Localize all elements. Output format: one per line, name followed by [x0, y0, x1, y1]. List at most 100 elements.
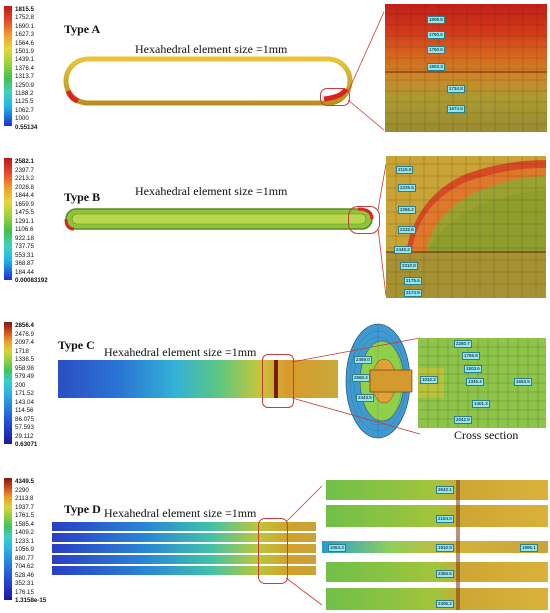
legend-colorbar — [4, 478, 12, 600]
strand — [52, 533, 316, 543]
legend-value: 2097.4 — [15, 339, 34, 346]
value-tag: 2560.4 — [352, 374, 370, 382]
legend-value: 579.49 — [15, 373, 34, 380]
legend-value: 86.075 — [15, 415, 34, 423]
legend-value: 1659.9 — [15, 200, 34, 208]
value-tag: 2642.1 — [436, 486, 454, 494]
element-size-label: Hexahedral element size =1mm — [104, 345, 257, 359]
strand — [52, 544, 316, 554]
legend-value: 1106.6 — [15, 226, 34, 233]
legend-value: 1761.5 — [15, 512, 34, 519]
legend-value: 2582.1 — [15, 158, 34, 165]
value-tag: 2174.9 — [404, 289, 422, 297]
legend-value: 1.3158e-15 — [15, 597, 47, 604]
legend-value: 2476.9 — [15, 330, 34, 338]
element-size-label: Hexahedral element size =1mm — [104, 506, 257, 520]
strand — [52, 555, 316, 565]
value-tag: 2115.0 — [396, 166, 414, 174]
value-tag: 2250.7 — [454, 340, 472, 348]
legend-value: 880.77 — [15, 554, 34, 562]
strand — [52, 566, 316, 575]
legend-value: 922.18 — [15, 234, 34, 242]
strand — [52, 522, 316, 532]
callout-box — [262, 354, 294, 408]
legend-colorbar — [4, 158, 12, 280]
detail-view-b: 2115.0 2235.6 2256.2 2232.6 2446.2 2310.… — [386, 156, 546, 298]
strand-stack-model-d — [52, 522, 316, 578]
value-tag: 1734.8 — [447, 85, 465, 93]
legend-value: 528.46 — [15, 571, 34, 579]
callout-line — [347, 11, 385, 131]
legend-value: 1718 — [15, 347, 29, 355]
cylinder-model-c — [58, 360, 338, 398]
legend-value: 1291.1 — [15, 217, 34, 225]
legend-value: 1188.2 — [15, 90, 34, 97]
type-label: Type C — [58, 338, 95, 352]
legend-value: 1250.9 — [15, 81, 34, 89]
legend-value: 1313.7 — [15, 73, 34, 81]
hot-band — [456, 480, 460, 610]
value-tag: 2042.8 — [454, 416, 472, 424]
element-size-label: Hexahedral element size =1mm — [135, 184, 288, 198]
detail-view-d: 2642.1 2194.0 1064.3 1910.9 1995.1 2356.… — [322, 478, 548, 610]
callout-box — [258, 518, 288, 584]
value-tag: 1803.3 — [427, 63, 445, 71]
legend-type-b: 2582.1 2397.7 2213.2 2028.8 1844.4 1659.… — [4, 158, 76, 288]
legend-value: 1376.4 — [15, 64, 34, 72]
value-tag: 1653.5 — [514, 378, 532, 386]
cross-section-caption: Cross section — [454, 428, 519, 442]
legend-value: 2213.2 — [15, 175, 34, 182]
legend-value: 737.75 — [15, 243, 34, 250]
value-tag: 2310.8 — [400, 262, 418, 270]
legend-value: 184.44 — [15, 268, 34, 276]
legend-value: 1409.2 — [15, 529, 34, 536]
value-tag: 1503.6 — [464, 365, 482, 373]
legend-value: 368.87 — [15, 260, 34, 267]
panel-type-c: 2856.4 2476.9 2097.4 1718 1338.5 958.98 … — [0, 318, 550, 458]
callout-box — [348, 206, 380, 234]
legend-value: 1937.7 — [15, 503, 34, 511]
element-size-label: Hexahedral element size =1mm — [135, 42, 288, 56]
value-tag: 2235.6 — [398, 184, 416, 192]
legend-value: 0.63071 — [15, 441, 38, 448]
legend-value: 1815.5 — [15, 6, 34, 13]
strand-detail — [322, 541, 548, 553]
value-tag: 2194.0 — [436, 515, 454, 523]
value-tag: 2469.0 — [354, 356, 372, 364]
legend-value: 200 — [15, 381, 26, 389]
type-label: Type B — [64, 190, 101, 204]
value-tag: 2175.6 — [404, 277, 422, 285]
callout-box — [320, 88, 350, 106]
panel-type-a: 1815.5 1752.8 1690.1 1627.3 1564.6 1501.… — [0, 0, 550, 140]
cross-section-disc — [345, 323, 413, 439]
value-tag: 1766.8 — [462, 352, 480, 360]
strand-detail — [326, 588, 548, 610]
legend-value: 1056.9 — [15, 546, 34, 553]
legend-value: 1844.4 — [15, 192, 34, 199]
value-tag: 2256.2 — [398, 206, 416, 214]
value-tag: 1790.6 — [427, 31, 445, 39]
legend-value: 1564.6 — [15, 39, 34, 47]
panel-type-d: 4349.5 2290 2113.8 1937.7 1761.5 1585.4 … — [0, 474, 550, 612]
legend-value: 1125.5 — [15, 98, 34, 106]
legend-value: 2397.7 — [15, 166, 34, 174]
legend-value: 1439.1 — [15, 56, 34, 64]
value-tag: 1064.3 — [328, 544, 346, 552]
value-tag: 2446.2 — [394, 246, 412, 254]
callout-line — [377, 163, 387, 297]
legend-value: 29.112 — [15, 432, 34, 440]
value-tag: 2443.5 — [356, 394, 374, 402]
value-tag: 2232.6 — [398, 226, 416, 234]
value-tag: 1345.4 — [466, 378, 484, 386]
legend-value: 1585.4 — [15, 520, 34, 528]
legend-value: 958.98 — [15, 364, 34, 372]
legend-value: 1475.5 — [15, 209, 34, 216]
legend-value: 2856.4 — [15, 322, 34, 329]
value-tag: 2356.6 — [436, 570, 454, 578]
legend-value: 1000 — [15, 115, 29, 123]
legend-value: 1627.3 — [15, 31, 34, 39]
callout-line — [291, 337, 421, 435]
callout-line — [285, 481, 327, 609]
legend-value: 2028.8 — [15, 183, 34, 191]
legend-type-c: 2856.4 2476.9 2097.4 1718 1338.5 958.98 … — [4, 322, 76, 450]
